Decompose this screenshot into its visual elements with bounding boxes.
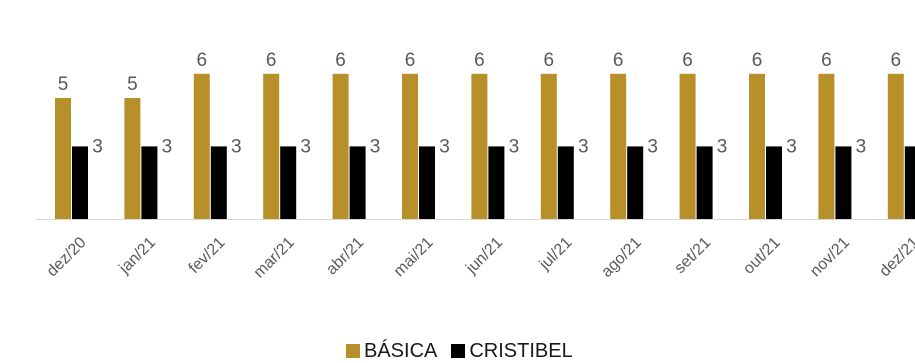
bar-cristibel-fev-21: [210, 146, 227, 219]
bar-basica-set-21: [679, 73, 696, 219]
bar-cristibel-nov-21: [835, 146, 852, 219]
bars-layer: [55, 73, 915, 219]
data-label-basica-fev-21: 6: [197, 50, 208, 71]
bar-basica-out-21: [749, 73, 765, 219]
data-label-basica-jul-21: 6: [544, 50, 555, 71]
bar-cristibel-mai-21: [419, 146, 435, 219]
data-label-basica-mai-21: 6: [405, 50, 416, 71]
bar-cristibel-abr-21: [349, 146, 366, 219]
data-label-cristibel-dez-20: 3: [92, 136, 103, 157]
data-label-cristibel-fev-21: 3: [231, 136, 242, 157]
data-label-cristibel-nov-21: 3: [856, 136, 867, 157]
bar-basica-mai-21: [402, 73, 418, 219]
x-tick-jul-21: jul/21: [536, 234, 576, 274]
data-label-basica-out-21: 6: [752, 50, 763, 71]
data-label-cristibel-out-21: 3: [786, 136, 797, 157]
data-labels-layer: 53536363636363636363636363: [58, 50, 902, 158]
bar-basica-nov-21: [818, 73, 835, 219]
data-label-cristibel-jan-21: 3: [162, 136, 173, 157]
data-label-basica-mar-21: 6: [266, 50, 277, 71]
bar-basica-fev-21: [193, 73, 210, 219]
x-tick-mai-21: mai/21: [391, 234, 437, 280]
data-label-basica-jan-21: 5: [127, 74, 138, 95]
x-tick-fev-21: fev/21: [186, 234, 229, 277]
x-tick-ago-21: ago/21: [598, 234, 645, 281]
x-tick-jun-21: jun/21: [463, 234, 507, 278]
data-label-cristibel-set-21: 3: [717, 136, 728, 157]
bar-basica-jan-21: [124, 98, 141, 219]
data-label-basica-nov-21: 6: [821, 50, 832, 71]
x-tick-out-21: out/21: [740, 234, 784, 278]
bar-cristibel-out-21: [766, 146, 782, 219]
data-label-cristibel-mai-21: 3: [439, 136, 450, 157]
data-label-cristibel-abr-21: 3: [370, 136, 381, 157]
data-label-basica-set-21: 6: [682, 50, 693, 71]
legend-item-cristibel: CRISTIBEL: [451, 339, 573, 363]
x-tick-jan-21: jan/21: [116, 234, 160, 278]
legend-swatch-cristibel: [451, 344, 466, 358]
bar-cristibel-dez-20: [72, 146, 88, 219]
data-label-cristibel-ago-21: 3: [647, 136, 658, 157]
x-tick-mar-21: mar/21: [251, 234, 298, 281]
bar-basica-jun-21: [471, 73, 488, 219]
x-tick-dez-21: dez/21: [876, 234, 915, 280]
bar-cristibel-jul-21: [557, 146, 574, 219]
bar-cristibel-jun-21: [488, 146, 505, 219]
bar-cristibel-mar-21: [280, 146, 297, 219]
bar-basica-ago-21: [610, 73, 627, 219]
legend-item-basica: BÁSICA: [346, 340, 437, 363]
bar-basica-dez-21: [887, 73, 904, 219]
legend: BÁSICA CRISTIBEL: [346, 340, 573, 362]
bar-basica-abr-21: [332, 73, 349, 219]
legend-label-cristibel: CRISTIBEL: [469, 339, 573, 362]
bar-basica-mar-21: [263, 73, 280, 219]
legend-label-basica: BÁSICA: [364, 339, 438, 362]
data-label-basica-dez-20: 5: [58, 74, 69, 95]
data-label-basica-abr-21: 6: [335, 50, 346, 71]
data-label-basica-dez-21: 6: [891, 50, 902, 71]
bar-basica-dez-20: [55, 98, 71, 219]
x-tick-nov-21: nov/21: [807, 234, 853, 280]
x-tick-dez-20: dez/20: [44, 234, 90, 280]
data-label-cristibel-jul-21: 3: [578, 136, 589, 157]
x-tick-abr-21: abr/21: [323, 234, 367, 278]
data-label-cristibel-jun-21: 3: [509, 136, 520, 157]
legend-swatch-basica: [346, 344, 360, 358]
data-label-basica-jun-21: 6: [474, 50, 485, 71]
x-tick-set-21: set/21: [671, 234, 714, 277]
bar-cristibel-set-21: [696, 146, 713, 219]
x-tick-labels: dez/20 jan/21 fev/21 mar/21 abr/21 mai/21 jun/…: [44, 234, 915, 281]
bar-cristibel-jan-21: [141, 146, 158, 219]
data-label-cristibel-mar-21: 3: [300, 136, 311, 157]
bar-basica-jul-21: [540, 73, 557, 219]
data-label-basica-ago-21: 6: [613, 50, 624, 71]
bar-cristibel-ago-21: [627, 146, 644, 219]
bar-cristibel-dez-21: [904, 146, 915, 219]
